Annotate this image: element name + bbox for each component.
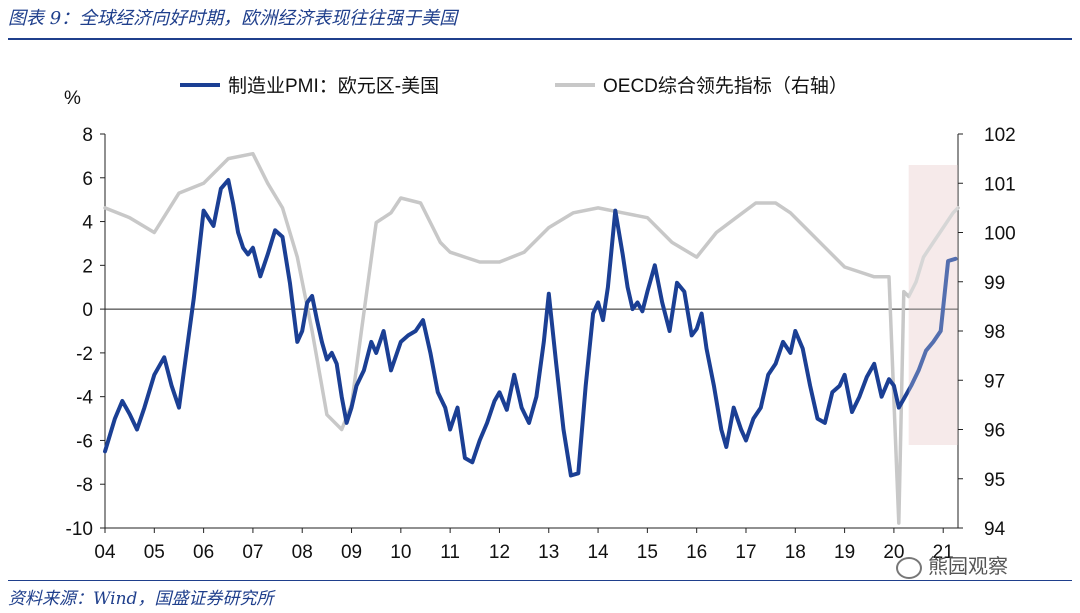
right-tick-label: 95 [984, 470, 1005, 491]
right-tick-label: 94 [984, 519, 1006, 540]
left-tick-label: 4 [82, 213, 93, 234]
x-tick-label: 20 [883, 542, 904, 563]
left-tick-label: -4 [76, 388, 93, 409]
x-tick-label: 14 [587, 542, 609, 563]
series-line-oecd [103, 151, 960, 525]
x-tick-label: 16 [686, 542, 707, 563]
legend-label-pmi: 制造业PMI：欧元区-美国 [228, 75, 439, 97]
x-tick-label: 11 [440, 542, 460, 563]
watermark-text: 熊园观察 [928, 554, 1008, 578]
x-tick-label: 19 [834, 542, 855, 563]
left-axis-unit: % [64, 88, 81, 109]
right-tick-label: 97 [984, 371, 1005, 392]
left-tick-label: -8 [76, 475, 93, 496]
highlight-band [908, 165, 958, 445]
source-note: 资料来源：Wind，国盛证券研究所 [8, 589, 274, 609]
left-tick-label: -6 [76, 431, 93, 452]
x-tick-label: 04 [94, 542, 116, 563]
left-tick-label: -2 [76, 344, 93, 365]
source-rule [8, 580, 1072, 581]
x-tick-label: 12 [489, 542, 510, 563]
right-tick-label: 100 [984, 224, 1016, 245]
right-tick-label: 99 [984, 273, 1005, 294]
legend-label-oecd: OECD综合领先指标（右轴） [603, 75, 848, 97]
series-line-pmi [103, 178, 958, 478]
left-tick-label: 2 [82, 256, 93, 277]
figure-title: 图表 9：全球经济向好时期，欧洲经济表现往往强于美国 [8, 8, 458, 29]
highlight-overlay [908, 165, 958, 445]
right-tick-label: 101 [984, 174, 1016, 195]
wechat-icon [896, 556, 922, 579]
x-tick-label: 21 [933, 542, 954, 563]
right-tick-label: 102 [984, 125, 1016, 146]
x-tick-label: 06 [193, 542, 214, 563]
title-rule [8, 38, 1072, 40]
x-tick-label: 10 [390, 542, 411, 563]
x-tick-label: 09 [341, 542, 362, 563]
x-tick-label: 18 [785, 542, 806, 563]
left-tick-label: -10 [66, 519, 93, 540]
right-tick-label: 98 [984, 322, 1005, 343]
x-tick-label: 07 [242, 542, 263, 563]
left-tick-label: 0 [82, 300, 93, 321]
right-tick-label: 96 [984, 421, 1005, 442]
x-tick-label: 08 [292, 542, 313, 563]
x-tick-label: 17 [735, 542, 756, 563]
left-tick-label: 6 [82, 169, 93, 190]
left-tick-label: 8 [82, 125, 93, 146]
x-tick-label: 15 [637, 542, 658, 563]
watermark: 熊园观察 [896, 550, 1008, 579]
x-tick-label: 13 [538, 542, 559, 563]
x-tick-label: 05 [144, 542, 165, 563]
